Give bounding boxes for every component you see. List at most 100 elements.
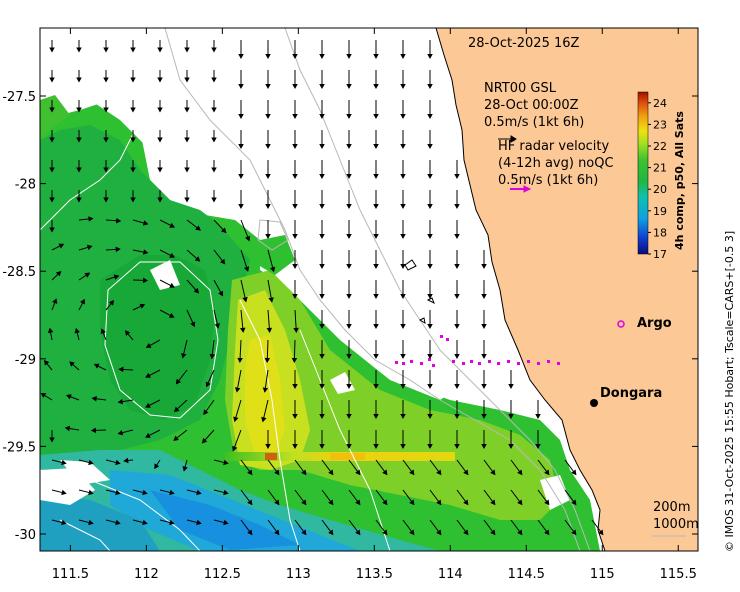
current-arrow-head <box>292 113 298 120</box>
current-arrow-head <box>103 197 109 203</box>
current-arrow-head <box>355 469 361 476</box>
sst-isotherms <box>40 28 391 551</box>
current-arrow-head <box>319 143 325 150</box>
current-arrow-head <box>247 469 253 476</box>
current-arrow-head <box>454 293 460 300</box>
current-arrow-head <box>240 327 246 333</box>
current-arrow-head <box>66 394 72 400</box>
current-arrow-head <box>400 203 406 210</box>
current-arrow-head <box>169 282 175 288</box>
radar-scale-arrow <box>510 185 532 193</box>
current-arrow-head <box>220 258 226 265</box>
current-arrow-head <box>427 293 433 300</box>
current-arrow-head <box>80 298 85 305</box>
hf-radar-point <box>462 362 465 365</box>
current-arrow-head <box>211 197 217 203</box>
hf-radar-point <box>410 360 413 363</box>
current-arrow-head <box>535 413 541 420</box>
current-arrow-head <box>346 413 352 420</box>
current-arrow-head <box>154 463 160 470</box>
current-arrow-head <box>211 47 217 53</box>
current-arrow-head <box>169 519 175 526</box>
current-arrow-head <box>292 383 298 390</box>
current-arrow-head <box>481 323 487 330</box>
hf-radar-point <box>517 362 520 365</box>
current-arrow-head <box>184 107 190 113</box>
current-arrow-head <box>328 469 334 476</box>
current-arrow-head <box>237 357 243 364</box>
current-arrow-head <box>436 499 442 506</box>
current-arrow-head <box>400 143 406 150</box>
current-arrow-head <box>346 83 352 90</box>
current-arrow-head <box>184 137 190 143</box>
current-arrow-head <box>145 372 151 378</box>
current-arrow-head <box>117 398 124 405</box>
current-arrow-head <box>115 519 121 526</box>
current-arrow-head <box>144 432 151 438</box>
x-axis: 111.5 112 112.5 113 113.5 114 114.5 115 115.5 <box>52 28 697 582</box>
current-arrow-head <box>265 443 271 450</box>
hf-radar-point <box>452 360 455 363</box>
current-arrow-head <box>400 83 406 90</box>
current-arrow-head <box>214 323 221 329</box>
current-arrow-head <box>319 233 325 240</box>
dongara-marker <box>590 399 598 407</box>
current-arrow-head <box>184 47 190 53</box>
current-arrow-head <box>427 83 433 90</box>
current-arrow-head <box>400 233 406 240</box>
current-arrow-head <box>454 383 460 390</box>
current-arrow-head <box>49 47 55 53</box>
current-arrow-head <box>169 489 175 496</box>
current-arrow-head <box>142 519 148 526</box>
current-arrow-head <box>103 47 109 53</box>
colorbar-ticks: 24 23 22 21 20 19 18 17 <box>648 97 667 261</box>
current-arrow-head <box>157 77 163 83</box>
current-arrow-head <box>266 327 273 333</box>
current-arrow-head <box>382 529 388 536</box>
contour-label-1000m: 1000m <box>653 517 699 532</box>
hf-radar-point <box>470 360 473 363</box>
current-arrow-head <box>292 203 298 210</box>
model-name: NRT00 GSL <box>484 81 556 96</box>
current-arrow-head <box>220 227 227 234</box>
current-arrow-head <box>481 263 487 270</box>
current-arrow-head <box>64 425 71 432</box>
current-arrow-head <box>454 233 460 240</box>
current-arrow-head <box>117 429 124 436</box>
current-arrow-head <box>269 266 276 273</box>
hf-radar-points <box>395 335 560 367</box>
current-arrow-head <box>598 529 604 536</box>
current-arrow-head <box>508 413 514 420</box>
current-arrow-head <box>49 197 55 203</box>
current-arrow-head <box>139 303 146 309</box>
hf-radar-point <box>402 362 405 365</box>
current-arrow-head <box>544 469 550 476</box>
current-arrow-head <box>211 107 217 113</box>
current-arrow-head <box>196 489 202 496</box>
current-arrow-head <box>427 353 433 360</box>
argo-marker <box>617 320 625 328</box>
colorbar-tick-label: 17 <box>653 248 667 261</box>
current-arrow-head <box>211 77 217 83</box>
current-arrow-head <box>190 321 196 328</box>
current-arrow-head <box>535 443 541 450</box>
current-arrow-head <box>328 499 334 506</box>
current-arrow-head <box>115 459 121 466</box>
colorbar-tick-label: 20 <box>653 183 667 196</box>
current-arrow-head <box>115 489 121 496</box>
current-arrow-head <box>113 274 120 280</box>
current-arrow-head <box>427 323 433 330</box>
y-tick-label: -28.5 <box>2 265 36 280</box>
colorbar-gradient <box>637 91 649 255</box>
current-arrow-head <box>346 383 352 390</box>
current-arrow-head <box>517 529 523 536</box>
current-arrow-head <box>454 413 460 420</box>
current-arrow-head <box>193 287 200 294</box>
current-arrow-head <box>382 469 388 476</box>
current-arrow-head <box>427 203 433 210</box>
current-arrow-head <box>157 137 163 143</box>
current-arrow-head <box>195 225 201 231</box>
x-tick-label: 113.5 <box>356 567 393 582</box>
current-arrow-head <box>265 113 271 120</box>
y-axis: -27.5 -28 -28.5 -29 -29.5 -30 <box>2 90 698 543</box>
